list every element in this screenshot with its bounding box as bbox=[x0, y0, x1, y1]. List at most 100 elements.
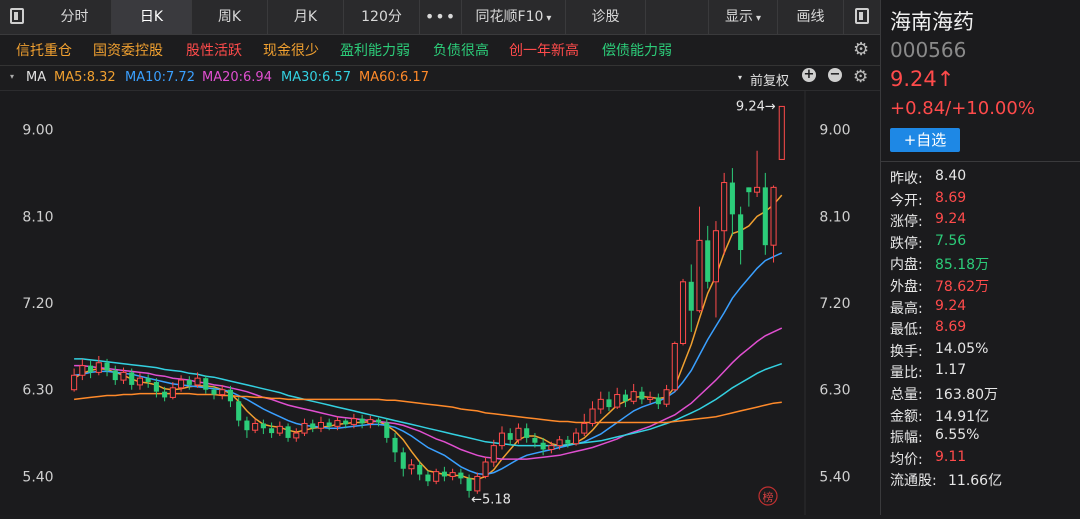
tab-daily-k[interactable]: 日K bbox=[112, 0, 192, 34]
candle-body bbox=[466, 478, 472, 491]
tab-120min[interactable]: 120分 bbox=[344, 0, 420, 34]
candle-body bbox=[482, 461, 489, 477]
candle-body bbox=[71, 374, 78, 391]
stat-value: 85.18万 bbox=[935, 257, 990, 274]
kline-chart-area[interactable]: 9.00 9.00 8.10 8.10 7.20 7.20 6.30 6.30 5.40 5.40… bbox=[0, 91, 880, 515]
candle-body bbox=[754, 186, 761, 193]
tag-5[interactable]: 负债很高 bbox=[433, 43, 489, 59]
candle-body bbox=[778, 105, 785, 160]
candle-body bbox=[746, 187, 752, 193]
ma-line-ma20 bbox=[74, 327, 783, 460]
candle-body bbox=[194, 377, 201, 386]
candle-body bbox=[244, 420, 250, 431]
y-tick-label-left: 6.30 bbox=[22, 383, 53, 399]
stat-label: 换手: bbox=[890, 343, 923, 360]
stat-label: 最高: bbox=[890, 300, 923, 317]
display-menu-label: 显示 bbox=[724, 9, 753, 25]
tag-4[interactable]: 盈利能力弱 bbox=[340, 43, 410, 59]
candle-body bbox=[614, 394, 621, 408]
y-tick-label-left: 9.00 bbox=[22, 123, 53, 139]
add-indicator-icon[interactable]: + bbox=[802, 67, 816, 82]
stat-row: 今开: 8.69 bbox=[890, 190, 966, 210]
stat-label: 外盘: bbox=[890, 279, 923, 295]
candle-body bbox=[490, 445, 497, 463]
more-tabs-button[interactable]: ••• bbox=[420, 0, 462, 34]
candle-body bbox=[762, 187, 768, 246]
candle-body bbox=[112, 370, 118, 381]
candle-body bbox=[260, 423, 266, 429]
ma-line-ma5 bbox=[73, 194, 783, 481]
candle-body bbox=[359, 418, 365, 424]
candle-body bbox=[120, 371, 127, 381]
stat-value: 8.69 bbox=[935, 189, 967, 206]
candle-body bbox=[178, 379, 185, 389]
panel-toggle-icon[interactable] bbox=[855, 8, 869, 24]
candle-body bbox=[417, 464, 423, 475]
candle-body bbox=[219, 389, 226, 396]
candle-body bbox=[524, 428, 530, 438]
candle-body bbox=[729, 182, 735, 215]
stat-value: 1.17 bbox=[935, 362, 967, 379]
candle-body bbox=[384, 422, 390, 438]
tab-monthly-k[interactable]: 月K bbox=[268, 0, 344, 34]
settings-gear-icon[interactable]: ⚙ bbox=[853, 39, 870, 60]
tag-0[interactable]: 信托重仓 bbox=[16, 43, 72, 59]
stat-label: 流通股: bbox=[890, 473, 937, 490]
price-change: +0.84/+10.00% bbox=[890, 98, 1035, 119]
candle-body bbox=[227, 389, 234, 402]
display-menu[interactable]: 显示 ▾ bbox=[708, 0, 778, 34]
stat-row: 外盘: 78.62万 bbox=[890, 276, 989, 296]
stat-label: 金额: bbox=[890, 408, 923, 425]
candle-body bbox=[169, 387, 176, 398]
kline-chart[interactable]: 9.00 9.00 8.10 8.10 7.20 7.20 6.30 6.30 5.40 5.40… bbox=[0, 91, 880, 515]
stat-value: 14.91亿 bbox=[935, 408, 990, 425]
draw-line-button[interactable]: 画线 bbox=[778, 0, 844, 34]
period-tab-bar: 分时 日K 周K 月K 120分 ••• 同花顺F10 ▾ 诊股 显示 ▾ 画线 bbox=[0, 0, 880, 35]
low-annotation: ←5.18 bbox=[471, 493, 511, 508]
candle-body bbox=[449, 472, 456, 477]
rank-badge-icon[interactable] bbox=[758, 486, 778, 506]
stat-label: 今开: bbox=[890, 192, 923, 209]
candle-body bbox=[334, 420, 341, 427]
y-tick-label-right: 7.20 bbox=[819, 296, 850, 312]
tag-6[interactable]: 创一年新高 bbox=[509, 43, 579, 59]
candle-body bbox=[597, 398, 604, 410]
ma-legend-row: ▾ MA MA5:8.32 MA10:7.72 MA20:6.94 MA30:6… bbox=[0, 66, 880, 91]
ma-line-ma60 bbox=[74, 392, 782, 424]
add-watchlist-button[interactable]: +自选 bbox=[890, 128, 960, 152]
stat-value: 11.66亿 bbox=[948, 473, 1003, 490]
current-price: 9.24↑ bbox=[890, 67, 955, 91]
candle-body bbox=[671, 342, 678, 391]
tab-f10[interactable]: 同花顺F10 ▾ bbox=[462, 0, 566, 34]
stat-row: 昨收: 8.40 bbox=[890, 168, 966, 188]
candle-body bbox=[589, 408, 596, 424]
tag-1[interactable]: 国资委控股 bbox=[93, 43, 163, 59]
candle-body bbox=[293, 432, 300, 439]
candle-body bbox=[573, 432, 580, 445]
tab-diagnosis[interactable]: 诊股 bbox=[566, 0, 646, 34]
collapse-chevron-icon[interactable]: ▾ bbox=[10, 72, 15, 81]
candle-body bbox=[104, 362, 110, 371]
sidebar-toggle-icon[interactable] bbox=[10, 8, 24, 24]
tab-timeshare[interactable]: 分时 bbox=[38, 0, 112, 34]
ma-settings-gear-icon[interactable]: ⚙ bbox=[853, 67, 869, 87]
remove-indicator-icon[interactable]: − bbox=[828, 67, 842, 82]
adjust-dropdown-icon[interactable]: ▾ bbox=[738, 73, 743, 82]
stat-value: 7.56 bbox=[935, 232, 967, 249]
tag-3[interactable]: 现金很少 bbox=[263, 43, 319, 59]
adjust-mode-label[interactable]: 前复权 bbox=[750, 74, 790, 89]
y-tick-label-left: 5.40 bbox=[22, 469, 53, 485]
stat-row: 换手: 14.05% bbox=[890, 341, 988, 361]
stat-value: 9.24 bbox=[935, 211, 967, 228]
stat-value: 8.69 bbox=[935, 319, 967, 336]
stat-row: 跌停: 7.56 bbox=[890, 233, 966, 253]
candle-body bbox=[425, 474, 431, 482]
stat-row: 最高: 9.24 bbox=[890, 298, 966, 318]
tab-weekly-k[interactable]: 周K bbox=[192, 0, 268, 34]
stat-label: 振幅: bbox=[890, 430, 923, 447]
tag-7[interactable]: 偿债能力弱 bbox=[602, 43, 672, 59]
tag-2[interactable]: 股性活跃 bbox=[186, 43, 242, 59]
candle-body bbox=[88, 365, 94, 373]
y-tick-label-right: 9.00 bbox=[819, 123, 850, 139]
candle-body bbox=[679, 281, 687, 344]
